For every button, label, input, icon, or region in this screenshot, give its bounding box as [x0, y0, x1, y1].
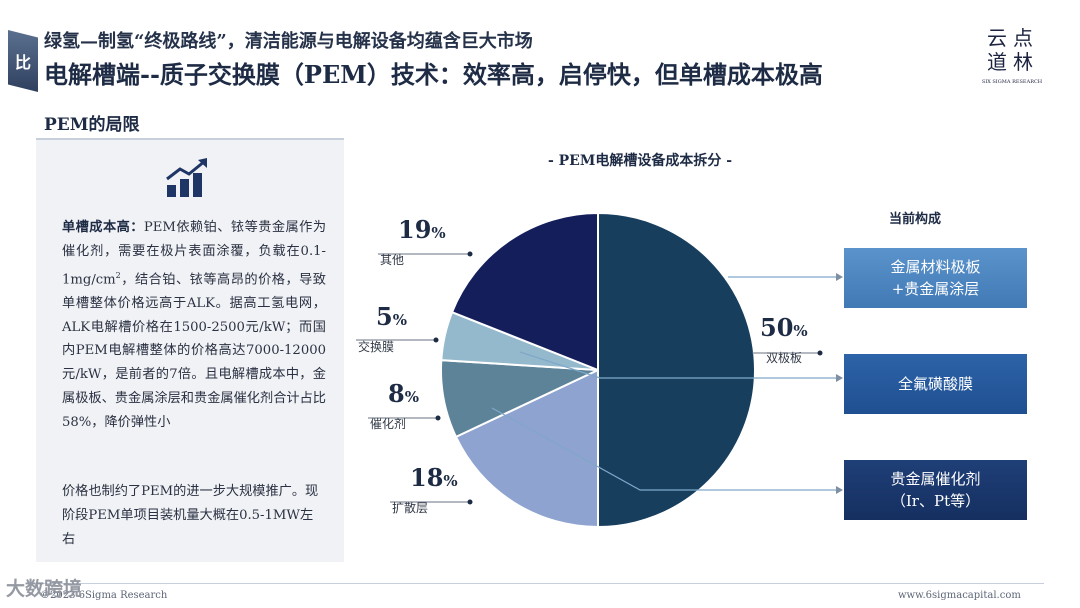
brand-logo-subtext: SIX SIGMA RESEARCH: [981, 79, 1043, 85]
pie-percent-label-3: 5%: [376, 302, 407, 331]
connector-membrane: [519, 351, 838, 379]
footer-website: www.6sigmacapital.com: [898, 590, 1021, 601]
limitation-paragraph-cost: 单槽成本高：PEM依赖铂、铱等贵金属作为催化剂，需要在极片表面涂覆，负载在0.1…: [62, 216, 326, 435]
pie-slice-0: [597, 211, 756, 529]
section-divider: [36, 138, 344, 140]
pie-percent-label-1: 18%: [410, 463, 458, 492]
pie-label-dot-3: [433, 337, 439, 343]
structure-box-bipolar-plate: 金属材料极板 +贵金属涂层: [844, 248, 1027, 308]
trend-chart-icon: [166, 158, 207, 197]
footer-divider: [36, 583, 1044, 584]
footer-copyright: ©2023 6Sigma Research: [40, 590, 168, 601]
pie-category-label-1: 扩散层: [392, 500, 428, 515]
connector-catalyst: [491, 407, 838, 491]
pie-category-label-3: 交换膜: [358, 339, 394, 354]
structure-box-membrane: 全氟磺酸膜: [844, 354, 1027, 414]
limitations-panel: [36, 140, 344, 562]
pie-category-label-2: 催化剂: [370, 416, 406, 431]
structure-box-line: +贵金属涂层: [891, 280, 980, 298]
pie-percent-label-2: 8%: [388, 379, 419, 408]
para-sup: 2: [115, 270, 121, 280]
pie-slice-1: [454, 368, 599, 529]
pie-label-dot-4: [467, 251, 473, 257]
structure-title: 当前构成: [888, 212, 941, 227]
connector-arrow-catalyst: [836, 486, 843, 494]
header-badge-text: 比: [14, 53, 31, 72]
structure-box-line: 全氟磺酸膜: [897, 375, 973, 393]
page-title: 电解槽端--质子交换膜（PEM）技术：效率高，启停快，但单槽成本极高: [44, 60, 823, 89]
connector-arrow-membrane: [836, 374, 843, 382]
pie-label-dot-0: [817, 350, 823, 356]
structure-box-catalyst: 贵金属催化剂 （Ir、Pt等）: [844, 460, 1027, 520]
header-badge: [8, 30, 38, 92]
pie-percent-label-0: 50%: [760, 313, 808, 342]
watermark-logo: 大数跨境: [6, 578, 83, 600]
pie-percent-label-4: 19%: [398, 215, 446, 244]
pie-slice-4: [450, 211, 599, 372]
pie-category-label-0: 双极板: [766, 351, 802, 365]
structure-box-line: 金属材料极板: [890, 258, 981, 276]
connector-arrow-bipolar-plate: [836, 273, 843, 281]
limitation-paragraph-scale: 价格也制约了PEM的进一步大规模推广。现阶段PEM单项目装机量大概在0.5-1M…: [62, 484, 319, 547]
brand-logo: 云点道林: [987, 26, 1039, 74]
pie-label-dot-2: [435, 415, 441, 421]
para-body-b: ，结合铂、铱等高昂的价格，导致单槽整体价格远高于ALK。据高工氢电网，ALK电解…: [62, 271, 326, 430]
pie-label-dot-1: [467, 499, 473, 505]
structure-box-line: （Ir、Pt等）: [890, 492, 981, 510]
section-title: PEM的局限: [44, 115, 140, 135]
para-lead: 单槽成本高：: [62, 220, 144, 235]
pie-category-label-4: 其他: [380, 253, 404, 267]
chart-title: - PEM电解槽设备成本拆分 -: [547, 153, 733, 169]
page-subtitle: 绿氢—制氢“终极路线”，清洁能源与电解设备均蕴含巨大市场: [44, 31, 533, 52]
para-body-a: PEM依赖铂、铱等贵金属作为催化剂，需要在极片表面涂覆，负载在0.1-1mg/c…: [62, 220, 327, 287]
structure-box-line: 贵金属催化剂: [890, 470, 981, 488]
